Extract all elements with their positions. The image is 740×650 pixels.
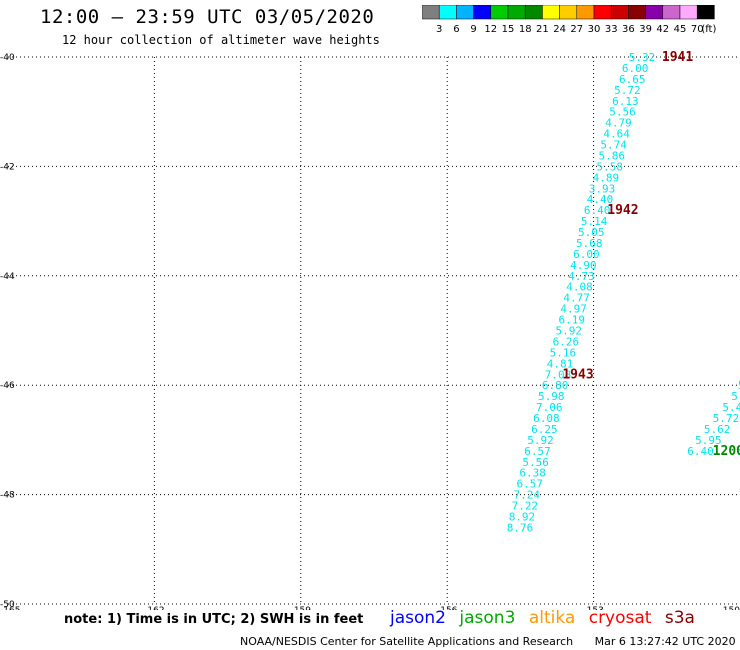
jason2-swh-point: 4.64 <box>603 128 630 141</box>
y-tick-label: -48 <box>0 491 15 501</box>
legend-altika: altika <box>528 608 576 628</box>
jason2-swh-point: 4.90 <box>570 259 597 272</box>
jason2-swh-point: 5.68 <box>576 237 603 250</box>
jason2-swh-point: 6.40 <box>584 204 611 217</box>
y-tick-label: -40 <box>0 53 15 63</box>
colorbar-unit: (ft) <box>701 24 716 35</box>
jason2-swh-point: 4.08 <box>566 281 593 294</box>
legend-cryosat: cryosat <box>588 608 652 628</box>
jason2-swh-point: 7.22 <box>512 500 538 513</box>
jason2-swh-point: 4.77 <box>563 292 590 305</box>
credit-org: NOAA/NESDIS Center for Satellite Applica… <box>240 635 574 648</box>
colorbar-tick-label: 27 <box>570 24 583 35</box>
jason2-swh-point: 7.08 <box>545 368 572 381</box>
jason3-swh-point: 5.40 <box>722 401 740 414</box>
jason2-swh-point: 5.05 <box>578 226 605 239</box>
jason3-swh-point: 5.62 <box>704 423 731 436</box>
x-tick-label: -162 <box>144 606 164 610</box>
jason2-swh-point: 6.38 <box>519 467 546 480</box>
y-tick-label: -42 <box>0 162 15 172</box>
jason2-swh-point: 6.00 <box>622 62 649 75</box>
colorbar-tick-label: 42 <box>656 24 669 35</box>
jason3-swh-point: 6.40 <box>687 445 714 458</box>
color-scale-legend: 3 6 9 12 15 18 21 24 27 30 33 36 39 42 45 70(ft) <box>422 5 716 35</box>
jason3-swh-point: 5.95 <box>695 434 722 447</box>
pass-time-label: 1942 <box>607 203 638 218</box>
y-tick-label: -50 <box>0 600 15 610</box>
colorbar-tick-label: 24 <box>553 24 566 35</box>
y-tick-label: -46 <box>0 381 15 391</box>
colorbar-tick-label: 15 <box>502 24 515 35</box>
jason2-swh-point: 5.74 <box>600 139 627 152</box>
jason2-swh-point: 6.80 <box>542 379 569 392</box>
jason2-swh-point: 4.89 <box>593 171 620 184</box>
jason2-swh-point: 4.81 <box>547 357 574 370</box>
jason2-swh-point: 5.92 <box>556 325 583 338</box>
chart-subtitle: 12 hour collection of altimeter wave hei… <box>62 33 380 47</box>
legend-jason2: jason2 <box>390 608 446 628</box>
jason2-swh-point: 6.13 <box>612 95 639 108</box>
pass-time-label: 1943 <box>562 367 593 382</box>
jason2-swh-point: 5.56 <box>522 456 549 469</box>
colorbar-tick-label: 12 <box>484 24 497 35</box>
y-tick-label: -44 <box>0 272 15 282</box>
colorbar-tick-label: 18 <box>519 24 532 35</box>
x-tick-label: -156 <box>437 606 458 610</box>
x-tick-label: -153 <box>583 606 603 610</box>
jason2-swh-point: 4.97 <box>560 303 587 316</box>
jason2-swh-point: 8.76 <box>507 521 533 534</box>
jason2-swh-point: 6.08 <box>533 412 560 425</box>
jason2-swh-point: 5.56 <box>609 106 636 119</box>
jason2-swh-point: 6.57 <box>516 478 543 491</box>
colorbar-tick-label: 6 <box>453 24 459 35</box>
satellite-legend: jason2 jason3 altika cryosat s3a <box>390 608 703 628</box>
footer-note: note: 1) Time is in UTC; 2) SWH is in fe… <box>64 612 364 627</box>
pass-time-label: 1200 <box>713 444 740 459</box>
jason2-swh-point: 5.86 <box>598 149 625 162</box>
jason3-swh-point: 5.72 <box>713 412 740 425</box>
jason2-swh-point: 5.14 <box>581 215 608 228</box>
colorbar-swatch <box>696 5 715 20</box>
pass-time-label: 1941 <box>662 50 693 65</box>
colorbar-tick-label: 36 <box>622 24 635 35</box>
jason2-swh-point: 4.73 <box>568 270 595 283</box>
jason2-swh-point: 5.98 <box>538 390 565 403</box>
jason2-swh-point: 6.57 <box>524 445 551 458</box>
jason2-swh-point: 6.19 <box>558 314 585 327</box>
colorbar-tick-label: 3 <box>436 24 442 35</box>
jason2-swh-point: 8.92 <box>509 510 536 523</box>
colorbar-tick-label: 9 <box>470 24 476 35</box>
chart-title: 12:00 – 23:59 UTC 03/05/2020 <box>40 6 375 28</box>
jason2-swh-point: 5.58 <box>597 160 624 173</box>
legend-jason3: jason3 <box>459 608 516 628</box>
jason2-swh-point: 6.65 <box>619 73 646 86</box>
colorbar-tick-label: 33 <box>605 24 618 35</box>
wave-height-map: -40 -42 -44 -46 -48 -50-165 -162 -159 -156 -153 -1… <box>0 50 740 610</box>
colorbar-tick-label: 45 <box>674 24 687 35</box>
jason3-swh-point: 5.42 <box>731 390 740 403</box>
colorbar-tick-label: 39 <box>639 24 652 35</box>
legend-s3a: s3a <box>664 608 695 628</box>
jason2-swh-point: 4.79 <box>605 117 632 130</box>
jason2-swh-point: 6.25 <box>531 423 558 436</box>
x-tick-label: -159 <box>291 606 312 610</box>
x-tick-label: -150 <box>720 606 740 610</box>
credit-line: NOAA/NESDIS Center for Satellite Applica… <box>240 635 740 648</box>
jason2-swh-point: 5.72 <box>614 84 641 97</box>
jason2-swh-point: 3.93 <box>589 182 616 195</box>
colorbar-tick-label: 21 <box>536 24 549 35</box>
credit-timestamp: Mar 6 13:27:42 UTC 2020 <box>594 635 736 648</box>
jason2-swh-point: 5.32 <box>629 51 656 64</box>
jason2-swh-point: 7.06 <box>536 401 563 414</box>
jason2-swh-point: 7.24 <box>514 489 541 502</box>
jason2-swh-point: 4.40 <box>587 193 614 206</box>
colorbar-tick-label: 70 <box>691 24 704 35</box>
jason2-swh-point: 5.92 <box>527 434 554 447</box>
jason2-swh-point: 5.16 <box>550 346 577 359</box>
x-tick-label: -165 <box>0 606 20 610</box>
jason2-swh-point: 6.00 <box>573 248 600 261</box>
jason2-swh-point: 6.26 <box>553 335 580 348</box>
colorbar-tick-label: 30 <box>588 24 601 35</box>
jason3-swh-point: 5.4 <box>738 379 740 392</box>
